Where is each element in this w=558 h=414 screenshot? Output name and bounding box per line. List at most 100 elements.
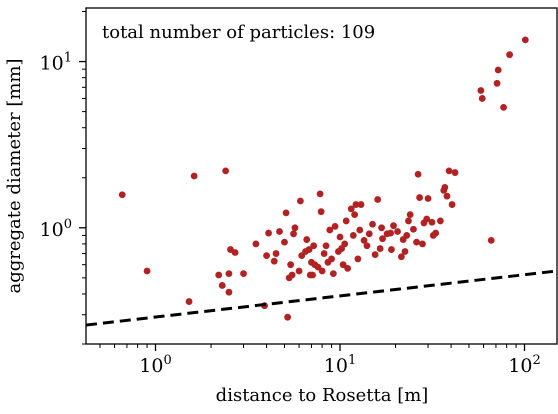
data-point	[318, 267, 326, 275]
data-point	[351, 211, 359, 219]
threshold-line-layer	[85, 269, 558, 327]
data-point	[403, 232, 411, 239]
data-point	[500, 104, 507, 111]
data-point	[436, 217, 444, 225]
data-point	[339, 261, 347, 269]
data-point	[406, 211, 414, 219]
data-point	[414, 170, 422, 178]
data-point	[419, 240, 426, 248]
data-point	[331, 222, 339, 230]
data-point	[394, 228, 401, 235]
data-point	[369, 220, 376, 228]
data-point	[143, 267, 151, 275]
y-tick-label: 100	[40, 217, 72, 241]
data-point	[295, 267, 303, 275]
data-point	[303, 236, 311, 243]
data-point	[487, 236, 495, 244]
data-point	[316, 190, 324, 198]
data-point	[326, 226, 334, 234]
data-point	[378, 224, 385, 232]
data-point	[263, 252, 270, 260]
data-point	[225, 270, 233, 278]
data-point	[329, 270, 337, 278]
data-point	[276, 228, 283, 235]
data-point	[478, 95, 486, 102]
data-point	[281, 238, 288, 246]
data-point	[190, 172, 198, 180]
data-point	[356, 226, 364, 234]
data-point	[341, 240, 349, 248]
data-point	[215, 271, 223, 279]
data-point	[401, 248, 409, 255]
data-point	[272, 250, 280, 257]
data-point	[347, 205, 355, 213]
data-point	[284, 313, 292, 321]
data-point	[218, 282, 226, 289]
data-point	[265, 229, 272, 237]
data-point	[445, 167, 453, 175]
data-point	[297, 197, 304, 205]
data-point	[118, 191, 126, 199]
points-layer	[118, 36, 529, 321]
x-tick-label: 101	[324, 353, 356, 377]
data-point	[282, 209, 290, 217]
data-point	[225, 288, 233, 296]
data-point	[477, 87, 485, 94]
data-point	[405, 217, 412, 225]
data-point	[305, 246, 313, 253]
data-point	[363, 242, 371, 250]
data-point	[379, 235, 386, 243]
data-point	[397, 253, 405, 261]
data-point	[317, 208, 325, 216]
data-point	[352, 201, 360, 208]
data-point	[328, 255, 335, 263]
data-point	[291, 224, 299, 232]
ticks-layer	[79, 11, 526, 351]
data-point	[494, 66, 502, 74]
dashed-threshold-line	[85, 269, 558, 327]
data-point	[231, 249, 239, 256]
tick-labels-layer: 100 101 102 100 101	[40, 51, 541, 377]
data-point	[336, 233, 344, 241]
x-tick-label: 102	[508, 353, 540, 377]
data-point	[410, 225, 417, 233]
particle-count-annotation: total number of particles: 109	[102, 22, 375, 43]
data-point	[344, 264, 352, 272]
data-point	[428, 218, 436, 226]
y-axis-label: aggregate diameter [mm]	[4, 58, 25, 293]
data-point	[388, 246, 395, 253]
data-point	[443, 192, 451, 200]
data-point	[387, 229, 394, 237]
data-point	[290, 230, 297, 238]
data-point	[365, 230, 373, 238]
data-point	[374, 196, 382, 203]
data-point	[322, 242, 330, 250]
data-point	[252, 240, 260, 248]
data-point	[349, 232, 357, 239]
data-point	[423, 215, 431, 223]
data-point	[357, 201, 365, 208]
data-point	[448, 201, 456, 208]
data-point	[342, 217, 350, 225]
data-point	[390, 222, 397, 230]
data-point	[320, 250, 328, 257]
data-point	[451, 169, 459, 176]
data-point	[424, 195, 432, 202]
data-point	[354, 255, 362, 263]
data-point	[185, 298, 193, 305]
data-point	[310, 242, 318, 250]
data-point	[309, 271, 316, 279]
data-point	[376, 245, 384, 252]
data-point	[270, 257, 278, 265]
data-point	[521, 36, 529, 44]
x-tick-label: 100	[139, 353, 171, 377]
data-point	[240, 270, 247, 278]
data-point	[288, 271, 296, 279]
data-point	[287, 261, 295, 269]
data-point	[413, 238, 420, 246]
data-point	[371, 251, 379, 258]
data-point	[441, 184, 449, 191]
data-point	[506, 51, 513, 59]
